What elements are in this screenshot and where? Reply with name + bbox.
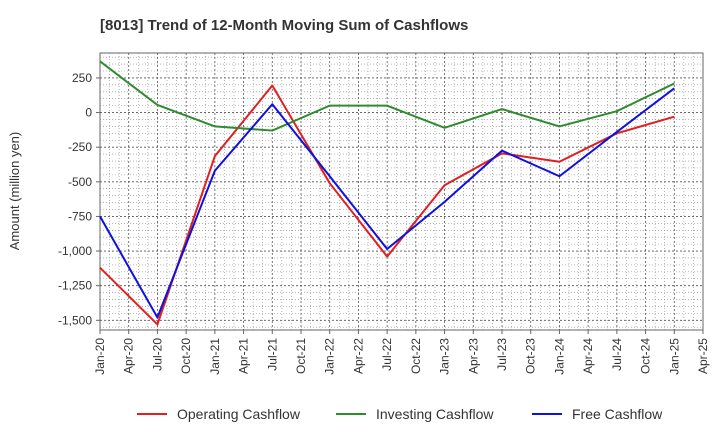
x-tick-label: Apr-24 [581,338,595,374]
axes: 250 0 -250 -500 -750 -1,000 -1,250 -1,500Jan-20… [58,71,710,375]
x-tick-label: Jul-23 [495,338,509,371]
x-tick-label: Jan-22 [323,338,337,375]
plot-frame [99,52,704,331]
x-tick-label: Apr-21 [237,338,251,374]
y-tick-label: -250 [68,140,92,154]
y-tick-label: 250 [72,71,92,85]
y-axis-label: Amount (million yen) [7,132,22,251]
legend-label: Investing Cashflow [376,406,494,422]
x-tick-label: Oct-23 [524,338,538,374]
y-tick-label: -750 [68,209,92,223]
y-tick-label: -1,000 [58,244,92,258]
x-tick-label: Jan-25 [667,338,681,375]
x-tick-label: Apr-23 [466,338,480,374]
x-tick-label: Oct-21 [294,338,308,374]
legend-label: Operating Cashflow [177,406,301,422]
series-line-2 [99,87,675,319]
x-tick-label: Jan-23 [438,338,452,375]
legend: Operating Cashflow Investing Cashflow Free… [137,406,663,422]
x-tick-label: Jan-20 [93,338,107,375]
y-tick-label: -500 [68,175,92,189]
legend-label: Free Cashflow [572,406,663,422]
y-tick-label: 0 [85,106,92,120]
x-tick-label: Oct-22 [409,338,423,374]
series-lines [99,60,675,326]
x-tick-label: Jul-20 [150,338,164,371]
x-tick-label: Jul-21 [265,338,279,371]
chart-title: [8013] Trend of 12-Month Moving Sum of C… [100,17,468,34]
y-tick-label: -1,500 [58,313,92,327]
y-tick-label: -1,250 [58,279,92,293]
x-tick-label: Apr-22 [351,338,365,374]
x-tick-label: Oct-24 [639,338,653,374]
x-tick-label: Jan-24 [552,338,566,375]
x-tick-label: Oct-20 [179,338,193,374]
x-tick-label: Jul-24 [610,338,624,371]
grid [99,52,704,331]
x-tick-label: Jan-21 [208,338,222,375]
series-line-0 [99,84,675,326]
x-tick-label: Jul-22 [380,338,394,371]
x-tick-label: Apr-20 [122,338,136,374]
x-tick-label: Apr-25 [696,338,710,374]
series-line-1 [99,60,675,132]
